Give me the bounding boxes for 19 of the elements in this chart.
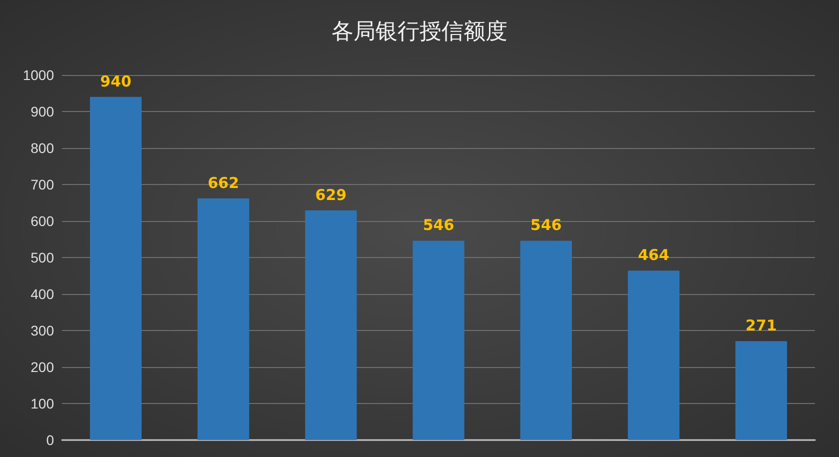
data-label: 546 — [530, 216, 562, 234]
y-tick-label: 300 — [30, 322, 54, 338]
data-label: 546 — [422, 216, 454, 234]
y-tick-label: 200 — [30, 359, 54, 375]
y-tick-label: 0 — [46, 432, 54, 448]
y-tick-label: 700 — [30, 176, 54, 192]
y-tick-label: 100 — [30, 396, 54, 412]
y-tick-label: 400 — [30, 286, 54, 302]
chart-title: 各局银行授信额度 — [332, 20, 508, 44]
data-label: 629 — [315, 186, 347, 204]
y-tick-label: 900 — [30, 104, 54, 120]
y-tick-label: 1000 — [22, 67, 54, 83]
data-label: 464 — [638, 246, 670, 264]
data-label: 662 — [208, 174, 240, 192]
data-label: 271 — [746, 316, 777, 335]
y-tick-label: 500 — [30, 250, 54, 266]
data-label: 940 — [100, 72, 132, 90]
y-tick-label: 600 — [30, 213, 54, 229]
y-tick-label: 800 — [30, 140, 54, 156]
